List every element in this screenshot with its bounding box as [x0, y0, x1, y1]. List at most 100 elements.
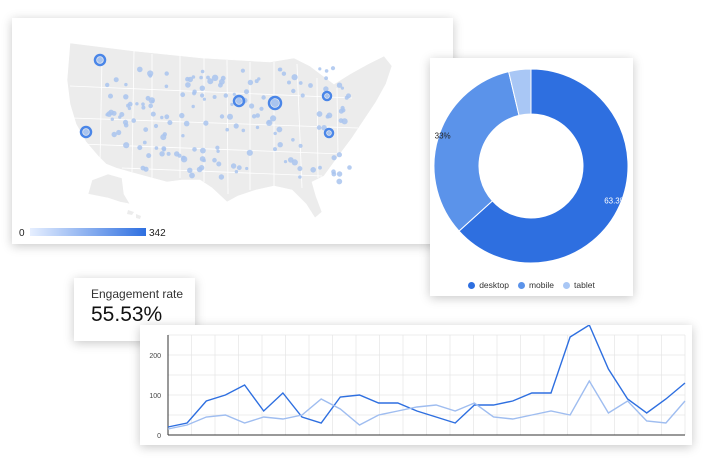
map-dot [105, 82, 110, 88]
map-dot [223, 93, 228, 98]
map-dots [79, 53, 352, 185]
map-dot [254, 79, 259, 84]
map-dot [218, 82, 223, 88]
map-dot [232, 92, 236, 96]
map-dot [283, 160, 288, 164]
map-dot [267, 120, 271, 124]
map-dot [261, 95, 266, 100]
legend-desktop-label: desktop [479, 280, 509, 290]
map-dot [192, 91, 197, 96]
map-dot [324, 76, 328, 81]
legend-mobile-label: mobile [528, 280, 555, 290]
map-dot [277, 142, 283, 148]
map-dot [108, 109, 114, 116]
map-dot [206, 75, 210, 80]
map-dot [211, 74, 219, 81]
map-dot [233, 123, 239, 129]
map-dot [185, 82, 191, 88]
map-dot [160, 134, 167, 141]
map-dot [199, 85, 205, 91]
map-dot [323, 86, 329, 92]
map-dot [287, 80, 291, 85]
map-dot [310, 167, 317, 173]
map-dot [340, 105, 345, 111]
map-dot [113, 77, 119, 83]
map-dot [340, 86, 344, 90]
map-dot [202, 97, 206, 101]
map-dot [135, 102, 139, 106]
map-dot [202, 158, 206, 163]
y-tick-label: 100 [149, 393, 161, 400]
map-dot [142, 140, 147, 145]
donut-slice-mobile[interactable] [433, 71, 520, 232]
map-dot [291, 88, 296, 94]
map-dot [148, 103, 153, 109]
map-dot [110, 117, 115, 121]
map-dot [140, 165, 146, 171]
map-dot [164, 84, 169, 89]
map-dot [200, 147, 206, 154]
map-dot [255, 113, 260, 118]
map-dot [255, 125, 260, 130]
map-dot [259, 106, 264, 111]
map-dot [336, 178, 343, 185]
device-donut-chart[interactable]: 63.3% 33% [430, 58, 633, 273]
legend-tablet-swatch [563, 281, 571, 289]
map-dot [330, 66, 336, 71]
donut-slice-tablet[interactable] [508, 68, 532, 117]
legend-tablet[interactable]: tablet [563, 280, 595, 290]
map-dot [216, 149, 220, 153]
map-bubble [93, 53, 107, 67]
map-dot [291, 74, 298, 81]
map-dot [203, 120, 209, 126]
map-dot [192, 147, 197, 152]
legend-desktop[interactable]: desktop [468, 280, 509, 290]
series-line-1[interactable] [167, 323, 686, 428]
map-dot [179, 112, 185, 119]
map-bubble [323, 127, 335, 139]
map-dot [281, 71, 287, 76]
map-bubble-center [271, 99, 279, 107]
map-dot [331, 169, 336, 174]
map-dot [321, 125, 327, 131]
map-dot [159, 151, 165, 157]
map-dot [164, 71, 169, 76]
kpi-value: 55.53% [91, 303, 163, 326]
map-dot [161, 146, 167, 152]
map-dot [187, 167, 193, 173]
map-dot [230, 102, 234, 106]
map-dot [116, 129, 122, 136]
y-tick-label: 200 [149, 353, 161, 360]
map-dot [141, 102, 145, 106]
kpi-title: Engagement rate [91, 287, 184, 301]
map-dot [251, 114, 257, 119]
map-dot [148, 73, 153, 78]
map-dot [180, 92, 186, 98]
map-dot [167, 120, 173, 126]
map-dot [288, 157, 294, 163]
map-dot [199, 75, 203, 80]
map-bubble-center [83, 129, 89, 135]
timeseries-line-chart[interactable]: 0 100 200 [140, 323, 692, 445]
map-dot [198, 165, 205, 171]
map-dot [216, 161, 222, 167]
donut-slice-desktop[interactable] [458, 68, 629, 264]
donut-label-mobile: 33% [435, 132, 451, 141]
map-dot [236, 165, 242, 171]
map-dot [143, 127, 149, 132]
map-dot [150, 111, 156, 117]
device-donut-card: 63.3% 33% desktop mobile tablet [430, 58, 633, 296]
map-dot [191, 75, 196, 79]
legend-mobile[interactable]: mobile [517, 280, 555, 290]
series-line-2[interactable] [167, 379, 686, 430]
map-dot [141, 105, 146, 110]
map-dot [331, 155, 337, 161]
map-dot [145, 95, 151, 101]
map-dot [273, 147, 277, 152]
us-map[interactable] [12, 18, 453, 244]
map-dot [153, 123, 159, 129]
map-dot [137, 145, 143, 151]
map-dot [146, 153, 152, 159]
map-dot [180, 156, 188, 163]
timeseries-card: 0 100 200 [140, 323, 692, 445]
